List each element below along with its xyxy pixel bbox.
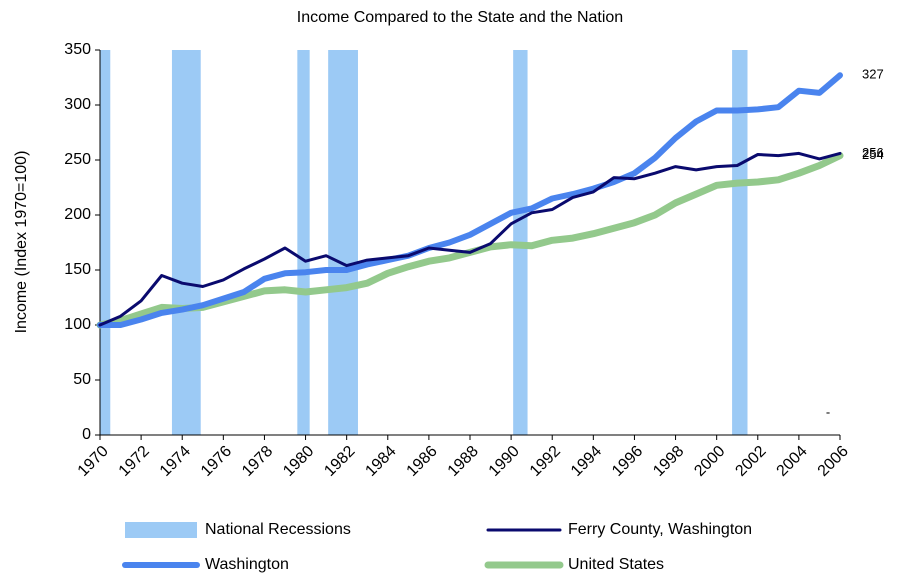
recession-band — [297, 50, 310, 435]
y-tick-label: 100 — [64, 316, 91, 333]
y-tick-label: 250 — [64, 151, 91, 168]
x-tick-label: 1980 — [280, 443, 317, 480]
x-tick-label: 1974 — [157, 443, 194, 480]
y-axis-label: Income (Index 1970=100) — [13, 151, 30, 334]
x-tick-label: 1990 — [486, 443, 523, 480]
end-label: 254 — [862, 147, 884, 162]
x-tick-label: 1984 — [362, 443, 399, 480]
recession-band — [171, 50, 201, 435]
x-tick-label: 1998 — [650, 443, 687, 480]
legend-swatch — [125, 522, 197, 538]
y-tick-label: 150 — [64, 261, 91, 278]
x-tick-label: 1996 — [609, 443, 646, 480]
x-tick-label: 2006 — [815, 443, 852, 480]
x-tick-label: 1982 — [321, 443, 358, 480]
x-tick-label: 1986 — [404, 443, 441, 480]
legend-label: National Recessions — [205, 521, 351, 538]
x-tick-label: 1992 — [527, 443, 564, 480]
legend-label: Washington — [205, 556, 289, 573]
x-tick-label: 1994 — [568, 443, 605, 480]
x-tick-label: 2004 — [774, 443, 811, 480]
chart-title: Income Compared to the State and the Nat… — [297, 9, 623, 26]
legend-label: United States — [568, 556, 664, 573]
series-line — [98, 151, 842, 327]
end-label: 327 — [862, 67, 884, 82]
y-tick-label: 300 — [64, 96, 91, 113]
x-tick-label: 2000 — [691, 443, 728, 480]
y-tick-label: 200 — [64, 206, 91, 223]
x-tick-label: 1978 — [239, 443, 276, 480]
y-tick-label: 0 — [82, 426, 91, 443]
x-tick-label: 1976 — [198, 443, 235, 480]
x-tick-label: 1970 — [75, 443, 112, 480]
recession-band — [100, 50, 111, 435]
x-tick-label: 1972 — [116, 443, 153, 480]
x-tick-label: 1988 — [445, 443, 482, 480]
y-tick-label: 350 — [64, 41, 91, 58]
recession-band — [328, 50, 358, 435]
legend-label: Ferry County, Washington — [568, 521, 752, 538]
y-tick-label: 50 — [73, 371, 91, 388]
recession-band — [732, 50, 748, 435]
end-label: 256 — [862, 145, 884, 160]
x-tick-label: 2002 — [732, 443, 769, 480]
annotation: - — [826, 404, 830, 419]
series-line — [97, 72, 843, 328]
